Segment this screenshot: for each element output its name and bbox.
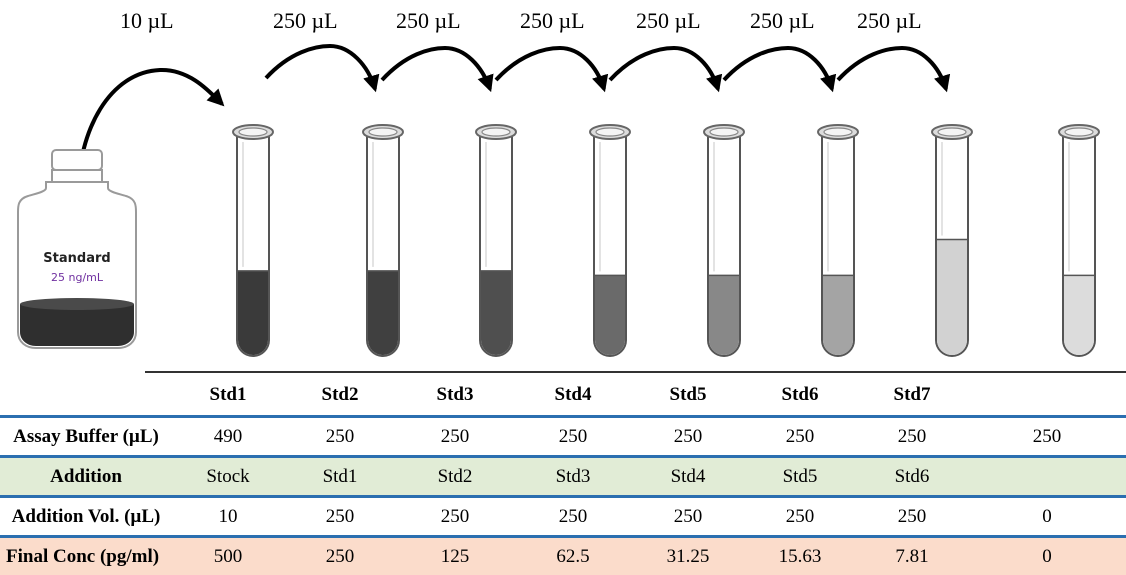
table-cell: 250 [514,417,632,457]
table-cell: 250 [744,417,856,457]
table-cell: Std6 [856,457,968,497]
table-cell: 0 [968,497,1126,537]
table-cell: Std5 [744,457,856,497]
tube-liquid [238,271,268,355]
table-cell: 250 [396,497,514,537]
header-cell: Std2 [284,370,396,417]
table-cell: Std2 [396,457,514,497]
table-row: Assay Buffer (µL) 490 250 250 250 250 25… [0,417,1126,457]
table-cell: 250 [632,417,744,457]
tube-liquid [1064,275,1094,355]
table-cell: Std1 [284,457,396,497]
table-cell: 15.63 [744,537,856,575]
header-cell: Std5 [632,370,744,417]
tube-liquid [937,240,967,355]
table-cell [968,457,1126,497]
transfer-arrow-2 [266,46,375,89]
dilution-diagram: Standard 25 ng/mL [0,0,1126,375]
test-tube-5 [704,125,744,356]
dilution-table: Std1 Std2 Std3 Std4 Std5 Std6 Std7 Assay… [0,370,1126,575]
table-cell: 500 [172,537,284,575]
row-label: Addition [0,457,172,497]
table-row: Final Conc (pg/ml) 500 250 125 62.5 31.2… [0,537,1126,575]
bottle-title: Standard [43,251,110,266]
row-label: Final Conc (pg/ml) [0,537,172,575]
table-cell: 250 [396,417,514,457]
table-cell: 0 [968,537,1126,575]
table-cell: Stock [172,457,284,497]
test-tube-2 [363,125,403,356]
transfer-arrow-4 [496,48,604,89]
table-cell: 10 [172,497,284,537]
test-tube-3 [476,125,516,356]
table-cell: 250 [744,497,856,537]
table-cell: 250 [514,497,632,537]
table-cell: 250 [856,497,968,537]
table-cell: 250 [856,417,968,457]
test-tube-6 [818,125,858,356]
table-cell: 62.5 [514,537,632,575]
tube-liquid [481,271,511,355]
transfer-arrow-3 [382,48,490,89]
row-label: Addition Vol. (µL) [0,497,172,537]
table-cell: 250 [284,417,396,457]
table-cell: 490 [172,417,284,457]
header-cell: Std3 [396,370,514,417]
table-row: Addition Vol. (µL) 10 250 250 250 250 25… [0,497,1126,537]
header-cell [968,370,1126,417]
table-cell: 250 [284,497,396,537]
tube-liquid [595,275,625,355]
test-tube-4 [590,125,630,356]
transfer-arrow-6 [724,48,832,89]
table-header-row: Std1 Std2 Std3 Std4 Std5 Std6 Std7 [0,370,1126,417]
table-cell: 250 [968,417,1126,457]
header-cell [0,370,172,417]
header-cell: Std4 [514,370,632,417]
table-cell: 31.25 [632,537,744,575]
test-tube-8 [1059,125,1099,356]
transfer-arrow-5 [610,48,718,89]
tube-liquid [368,271,398,355]
standard-bottle: Standard 25 ng/mL [18,150,136,348]
row-label: Assay Buffer (µL) [0,417,172,457]
transfer-arrow-7 [838,48,946,89]
table-row: Addition Stock Std1 Std2 Std3 Std4 Std5 … [0,457,1126,497]
test-tube-1 [233,125,273,356]
table-cell: 250 [632,497,744,537]
test-tube-7 [932,125,972,356]
bottle-concentration: 25 ng/mL [51,271,104,284]
header-cell: Std6 [744,370,856,417]
tubes [233,125,1099,356]
header-cell: Std1 [172,370,284,417]
header-cell: Std7 [856,370,968,417]
tube-liquid [709,275,739,355]
table-cell: Std3 [514,457,632,497]
table-cell: 125 [396,537,514,575]
table-cell: 250 [284,537,396,575]
table-cell: 7.81 [856,537,968,575]
tube-liquid [823,275,853,355]
table-cell: Std4 [632,457,744,497]
